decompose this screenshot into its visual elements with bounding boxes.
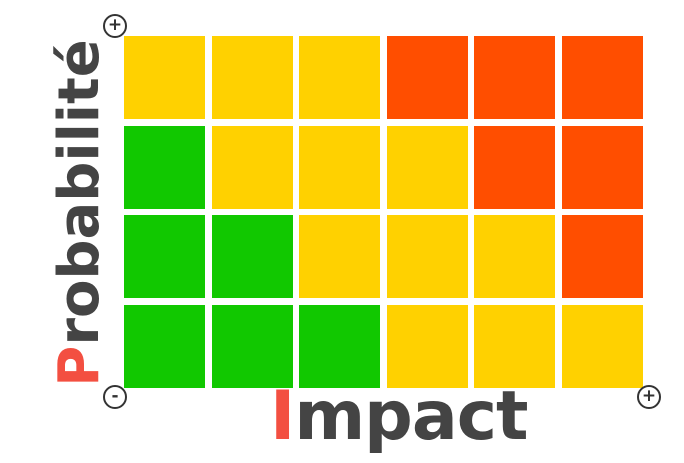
matrix-cell-high: [474, 36, 555, 119]
matrix-cell-high: [562, 126, 643, 209]
y-axis-label-initial: P: [47, 345, 112, 387]
x-axis-label: Impact: [270, 383, 529, 451]
matrix-cell-medium: [474, 215, 555, 298]
matrix-cell-medium: [299, 215, 380, 298]
matrix-cell-medium: [387, 305, 468, 388]
x-axis-label-initial: I: [270, 377, 295, 456]
matrix-cell-high: [387, 36, 468, 119]
plus-icon-right: +: [637, 385, 661, 409]
matrix-cell-low: [124, 305, 205, 388]
matrix-cell-medium: [299, 126, 380, 209]
x-axis-label-rest: mpact: [294, 377, 528, 456]
matrix-cell-medium: [474, 305, 555, 388]
y-axis-label-rest: robabilité: [47, 39, 112, 346]
matrix-cell-low: [299, 305, 380, 388]
matrix-cell-medium: [299, 36, 380, 119]
matrix-cell-low: [124, 126, 205, 209]
plus-sign: +: [107, 14, 123, 35]
matrix-cell-medium: [212, 36, 293, 119]
matrix-cell-high: [562, 215, 643, 298]
risk-matrix: [124, 36, 643, 388]
plus-icon-top: +: [103, 14, 127, 38]
matrix-cell-medium: [387, 215, 468, 298]
matrix-cell-medium: [124, 36, 205, 119]
matrix-cell-medium: [387, 126, 468, 209]
plus-sign: +: [641, 385, 657, 406]
matrix-cell-medium: [562, 305, 643, 388]
matrix-cell-medium: [212, 126, 293, 209]
matrix-cell-high: [474, 126, 555, 209]
matrix-cell-low: [212, 215, 293, 298]
minus-icon-origin: -: [103, 385, 127, 409]
matrix-cell-high: [562, 36, 643, 119]
y-axis-label: Probabilité: [47, 39, 112, 386]
minus-sign: -: [111, 385, 119, 406]
matrix-cell-low: [124, 215, 205, 298]
matrix-cell-low: [212, 305, 293, 388]
